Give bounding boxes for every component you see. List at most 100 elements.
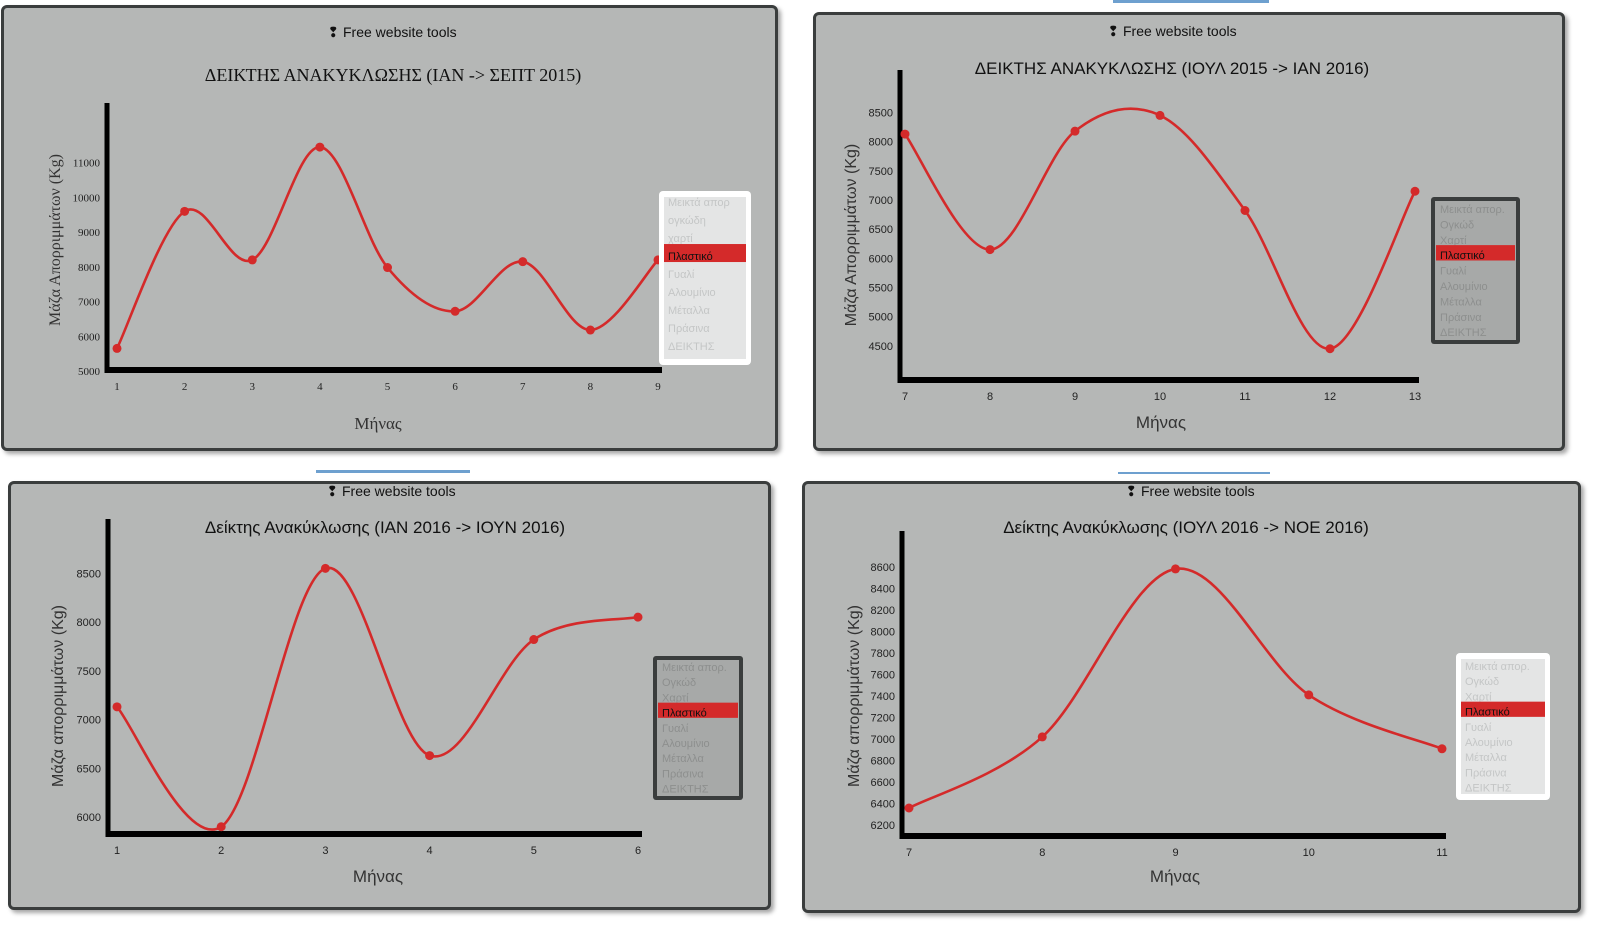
brand-label[interactable]: ❢ Free website tools: [1125, 484, 1254, 499]
legend-item[interactable]: Πράσινα: [1440, 312, 1482, 324]
x-tick-label: 1: [114, 381, 120, 393]
legend-item[interactable]: Μεικτά απορ.: [662, 662, 727, 674]
data-point[interactable]: [1037, 732, 1047, 742]
y-tick-label: 6000: [77, 812, 101, 824]
data-point[interactable]: [529, 635, 539, 645]
y-tick-label: 8400: [871, 583, 895, 595]
legend-item[interactable]: Μεικτά απορ.: [1440, 204, 1505, 216]
legend-item[interactable]: Μεικτά απορ.: [1465, 661, 1530, 673]
series-line-plastic: [116, 566, 639, 831]
chart-svg: ❢ Free website tools ΔΕΙΚΤΗΣ ΑΝΑΚΥΚΛΩΣΗΣ …: [47, 24, 751, 433]
data-point[interactable]: [518, 257, 528, 267]
x-tick-label: 9: [655, 381, 661, 393]
legend-item[interactable]: Μέταλλα: [668, 305, 710, 317]
legend[interactable]: Μεικτά απορ. Ογκώδ Χαρτί Πλαστικό Γυαλί Αλουμ…: [1431, 197, 1520, 344]
legend-item[interactable]: Ογκώδ: [662, 677, 696, 689]
legend-item[interactable]: Μεικτά απορ: [668, 197, 730, 209]
y-tick-label: 8000: [78, 262, 101, 274]
legend-item[interactable]: Γυαλί: [668, 269, 695, 281]
y-tick-label: 7600: [871, 669, 895, 681]
data-point[interactable]: [1155, 110, 1165, 120]
legend-item[interactable]: Γυαλί: [1465, 722, 1492, 734]
y-tick-label: 7000: [77, 715, 101, 727]
data-point[interactable]: [900, 129, 910, 139]
legend-item[interactable]: ΔΕΙΚΤΗΣ: [1465, 783, 1512, 795]
y-axis-label: Μάζα Απορριμμάτων (Kg): [47, 154, 64, 326]
legend-body: [1461, 659, 1545, 794]
legend-item[interactable]: Μέταλλα: [662, 753, 704, 765]
legend-item[interactable]: Χαρτί: [662, 692, 689, 704]
legend-item[interactable]: ΔΕΙΚΤΗΣ: [662, 784, 709, 796]
legend-item[interactable]: Γυαλί: [1440, 266, 1467, 278]
legend[interactable]: Μεικτά απορ. Ογκώδ Χαρτί Πλαστικό Γυαλί Αλουμ…: [1456, 653, 1550, 800]
data-point[interactable]: [383, 263, 392, 273]
data-point[interactable]: [585, 325, 595, 335]
legend-item[interactable]: Γυαλί: [662, 723, 689, 735]
x-tick-label: 2: [182, 381, 188, 393]
y-tick-label: 9000: [78, 227, 101, 239]
data-point[interactable]: [633, 612, 643, 622]
data-point[interactable]: [180, 206, 190, 216]
brand-label[interactable]: ❢ Free website tools: [327, 24, 456, 40]
y-tick-label: 10000: [73, 192, 101, 204]
data-point[interactable]: [1410, 186, 1420, 196]
legend-item[interactable]: Πλαστικό: [1465, 707, 1510, 719]
legend-item[interactable]: χαρτί: [668, 233, 693, 245]
brand-text: Free website tools: [343, 24, 457, 40]
data-point[interactable]: [1240, 206, 1250, 215]
legend-item[interactable]: Αλουμίνιο: [668, 287, 716, 299]
data-point[interactable]: [1171, 564, 1180, 574]
x-tick-label: 11: [1239, 391, 1250, 403]
brand-logo-icon: ❢: [1125, 484, 1141, 499]
data-point[interactable]: [112, 702, 122, 712]
legend-item[interactable]: Πράσινα: [662, 768, 704, 780]
brand-label[interactable]: ❢ Free website tools: [1107, 23, 1236, 39]
legend[interactable]: Μεικτά απορ. Ογκώδ Χαρτί Πλαστικό Γυαλί Αλουμ…: [653, 656, 743, 800]
data-point[interactable]: [1437, 744, 1447, 754]
y-tick-label: 6500: [77, 763, 101, 775]
y-tick-label: 7000: [871, 734, 895, 746]
data-point[interactable]: [320, 563, 330, 573]
decorative-divider-right: [1118, 472, 1270, 474]
data-point[interactable]: [247, 255, 257, 265]
legend-item[interactable]: ΔΕΙΚΤΗΣ: [1440, 327, 1487, 339]
legend-item[interactable]: Αλουμίνιο: [662, 738, 710, 750]
legend-item[interactable]: Πράσινα: [1465, 767, 1507, 779]
data-point[interactable]: [985, 245, 995, 255]
data-point[interactable]: [315, 142, 325, 152]
legend-item[interactable]: Αλουμίνιο: [1465, 737, 1513, 749]
data-point[interactable]: [1325, 344, 1335, 354]
legend[interactable]: Μεικτά απορ ογκώδη χαρτί Πλαστικό Γυαλί Αλουμ…: [659, 191, 751, 365]
data-point[interactable]: [904, 803, 914, 813]
legend-item[interactable]: Χαρτί: [1465, 691, 1492, 703]
legend-item[interactable]: Αλουμίνιο: [1440, 281, 1488, 293]
data-point[interactable]: [216, 822, 226, 832]
data-point[interactable]: [112, 343, 122, 353]
legend-item[interactable]: ΔΕΙΚΤΗΣ: [668, 341, 715, 353]
legend-selected-highlight: [1461, 701, 1545, 717]
legend-item[interactable]: Μέταλλα: [1465, 752, 1507, 764]
legend-item[interactable]: ογκώδη: [668, 215, 706, 227]
x-tick-label: 1: [114, 845, 120, 857]
decorative-divider-left: [316, 470, 470, 473]
legend-item[interactable]: Πράσινα: [668, 323, 710, 335]
data-point[interactable]: [1070, 126, 1080, 136]
legend-item[interactable]: Πλαστικό: [668, 251, 713, 263]
legend-item[interactable]: Πλαστικό: [1440, 250, 1485, 262]
legend-body: [657, 660, 739, 796]
data-point[interactable]: [450, 306, 460, 316]
x-tick-label: 10: [1154, 391, 1166, 403]
brand-label[interactable]: ❢ Free website tools: [326, 484, 455, 499]
x-axis-label: Μήνας: [353, 867, 403, 886]
series-line-plastic: [115, 145, 659, 350]
legend-item[interactable]: Ογκώδ: [1440, 219, 1474, 231]
data-point[interactable]: [1304, 690, 1314, 700]
legend-item[interactable]: Μέταλλα: [1440, 296, 1482, 308]
brand-logo-icon: ❢: [327, 24, 343, 40]
x-tick-label: 6: [452, 381, 458, 393]
legend-item[interactable]: Ογκώδ: [1465, 676, 1499, 688]
y-tick-label: 7000: [78, 297, 101, 309]
legend-item[interactable]: Πλαστικό: [662, 708, 707, 720]
data-point[interactable]: [425, 751, 435, 761]
legend-item[interactable]: Χαρτί: [1440, 235, 1467, 247]
